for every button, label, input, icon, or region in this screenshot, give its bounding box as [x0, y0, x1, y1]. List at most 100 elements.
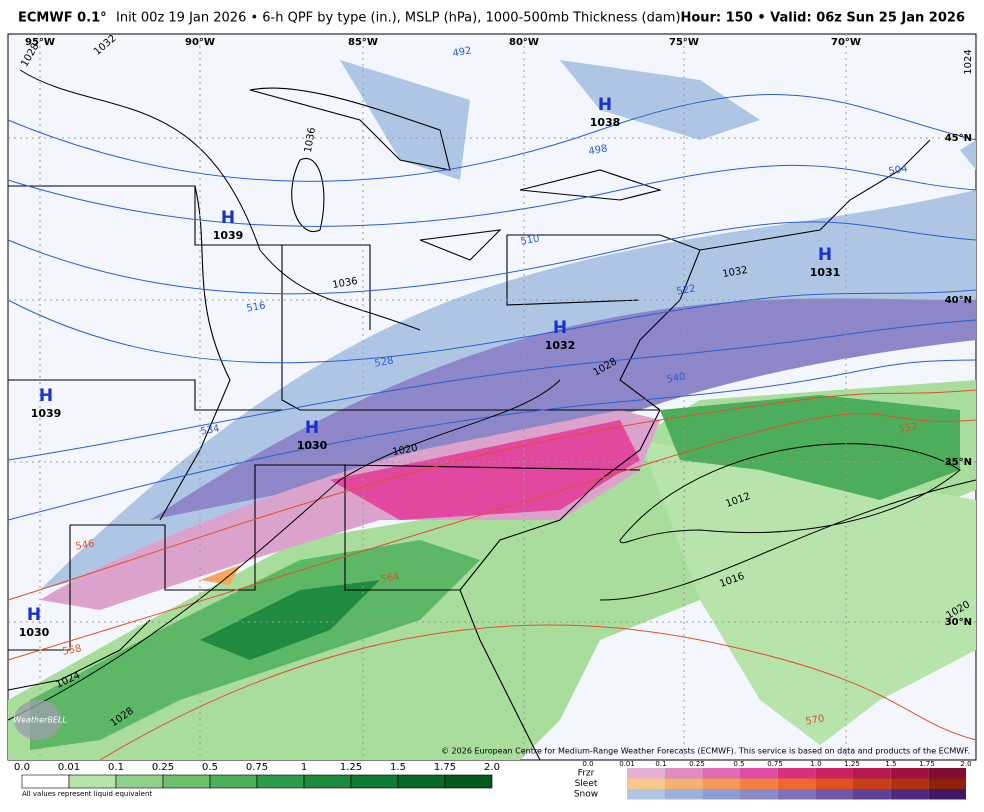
ptype-swatch — [664, 768, 703, 779]
rain-moderate — [660, 395, 960, 500]
longitude-label: 90°W — [185, 37, 215, 48]
ptype-tick: 0.01 — [619, 760, 635, 768]
high-symbol: H — [27, 605, 41, 625]
logo-globe — [14, 700, 62, 740]
latitude-label: 30°N — [945, 617, 972, 628]
isobar-label: 1020 — [392, 443, 419, 458]
frzr-heavy — [330, 420, 640, 520]
ptype-tick: 0.1 — [655, 760, 666, 768]
header-model: ECMWF 0.1° — [18, 11, 107, 26]
thickness-label: 570 — [805, 713, 826, 727]
rain-swatch — [115, 774, 164, 789]
thickness-label: 522 — [676, 283, 697, 297]
ptype-swatch — [777, 789, 816, 800]
ptype-label: Frzr — [578, 769, 595, 779]
ptype-swatch — [664, 778, 703, 789]
latitude-label: 35°N — [945, 457, 972, 468]
rain-tick: 0.01 — [58, 762, 80, 773]
high-pressure: 1039 — [213, 229, 244, 242]
ptype-tick: 1.75 — [919, 760, 935, 768]
sleet — [200, 565, 240, 585]
isobar-label: 1032 — [722, 265, 749, 280]
ptype-swatch — [890, 789, 929, 800]
thickness-label: 516 — [246, 300, 267, 314]
thickness-label: 528 — [374, 355, 395, 369]
rain-tick: 1.5 — [390, 762, 406, 773]
high-symbol: H — [553, 318, 567, 338]
high-pressure: 1030 — [297, 439, 328, 452]
thickness-label: 510 — [520, 233, 541, 247]
ptype-tick: 1.5 — [885, 760, 896, 768]
thickness-label: 504 — [888, 163, 909, 177]
ptype-swatch — [740, 789, 778, 800]
snow-light — [340, 60, 976, 180]
longitude-label: 70°W — [831, 37, 861, 48]
boundaries — [7, 87, 931, 761]
rain-swatch — [209, 774, 258, 789]
copyright: © 2026 European Centre for Medium-Range … — [441, 747, 970, 756]
rain-swatch — [444, 774, 493, 789]
rain-swatch — [303, 774, 352, 789]
ptype-tick: 2.0 — [960, 760, 971, 768]
thickness-label: 498 — [588, 143, 609, 157]
high-symbol: H — [221, 208, 235, 228]
high-symbol: H — [818, 245, 832, 265]
ptype-tick: 0.5 — [733, 760, 744, 768]
ptype-swatch — [853, 789, 891, 800]
ptype-swatch — [740, 778, 778, 789]
ptype-swatch — [777, 768, 816, 779]
rain-tick: 2.0 — [484, 762, 500, 773]
rain-swatch — [256, 774, 305, 789]
precip — [8, 60, 976, 760]
contours — [7, 69, 977, 761]
latitude-label: 45°N — [945, 133, 972, 144]
ptype-swatch — [740, 768, 778, 779]
high-pressure: 1030 — [19, 626, 50, 639]
ptype-swatch — [664, 789, 703, 800]
ptype-swatch — [627, 768, 665, 779]
high-pressure: 1031 — [810, 266, 841, 279]
thickness-label: 552 — [898, 421, 919, 435]
rain-tick: 0.1 — [108, 762, 124, 773]
high-pressure: 1032 — [545, 339, 576, 352]
ptype-swatch — [928, 789, 966, 800]
latitude-label: 40°N — [945, 295, 972, 306]
ptype-tick: 0.25 — [689, 760, 705, 768]
rain-tick: 0.5 — [202, 762, 218, 773]
longitude-label: 95°W — [25, 37, 55, 48]
rain-swatch — [21, 774, 70, 789]
ptype-swatch — [853, 778, 891, 789]
ptype-tick: 0.0 — [582, 760, 593, 768]
header-valid: Hour: 150 • Valid: 06z Sun 25 Jan 2026 — [680, 11, 965, 26]
high-pressure: 1038 — [590, 116, 621, 129]
ptype-swatch — [702, 789, 740, 800]
ptype-swatch — [627, 789, 665, 800]
ptype-label: Snow — [574, 790, 598, 800]
longitude-label: 80°W — [509, 37, 539, 48]
ptype-swatch — [815, 768, 853, 779]
ptype-swatch — [890, 768, 929, 779]
thickness-label: 540 — [666, 371, 687, 385]
rain-swatch — [68, 774, 117, 789]
rain-heavy — [200, 580, 380, 660]
rain-tick: 0.0 — [14, 762, 30, 773]
high-symbol: H — [598, 95, 612, 115]
ptype-tick: 1.25 — [844, 760, 860, 768]
rain-swatch — [162, 774, 211, 789]
high-symbol: H — [39, 386, 53, 406]
ptype-swatch — [815, 778, 853, 789]
rain-tick: 1.25 — [340, 762, 362, 773]
thickness-label: 558 — [62, 643, 83, 657]
isobar-label: 1024 — [963, 49, 974, 74]
isobar-label: 1036 — [332, 276, 359, 291]
ptype-swatch — [777, 778, 816, 789]
ptype-tick: 0.75 — [767, 760, 783, 768]
rain-tick: 1 — [301, 762, 307, 773]
thickness-label: 492 — [452, 45, 473, 59]
isobar-label: 1036 — [303, 127, 318, 154]
ptype-swatch — [853, 768, 891, 779]
snow-moderate — [150, 298, 976, 520]
ptype-swatch — [627, 778, 665, 789]
